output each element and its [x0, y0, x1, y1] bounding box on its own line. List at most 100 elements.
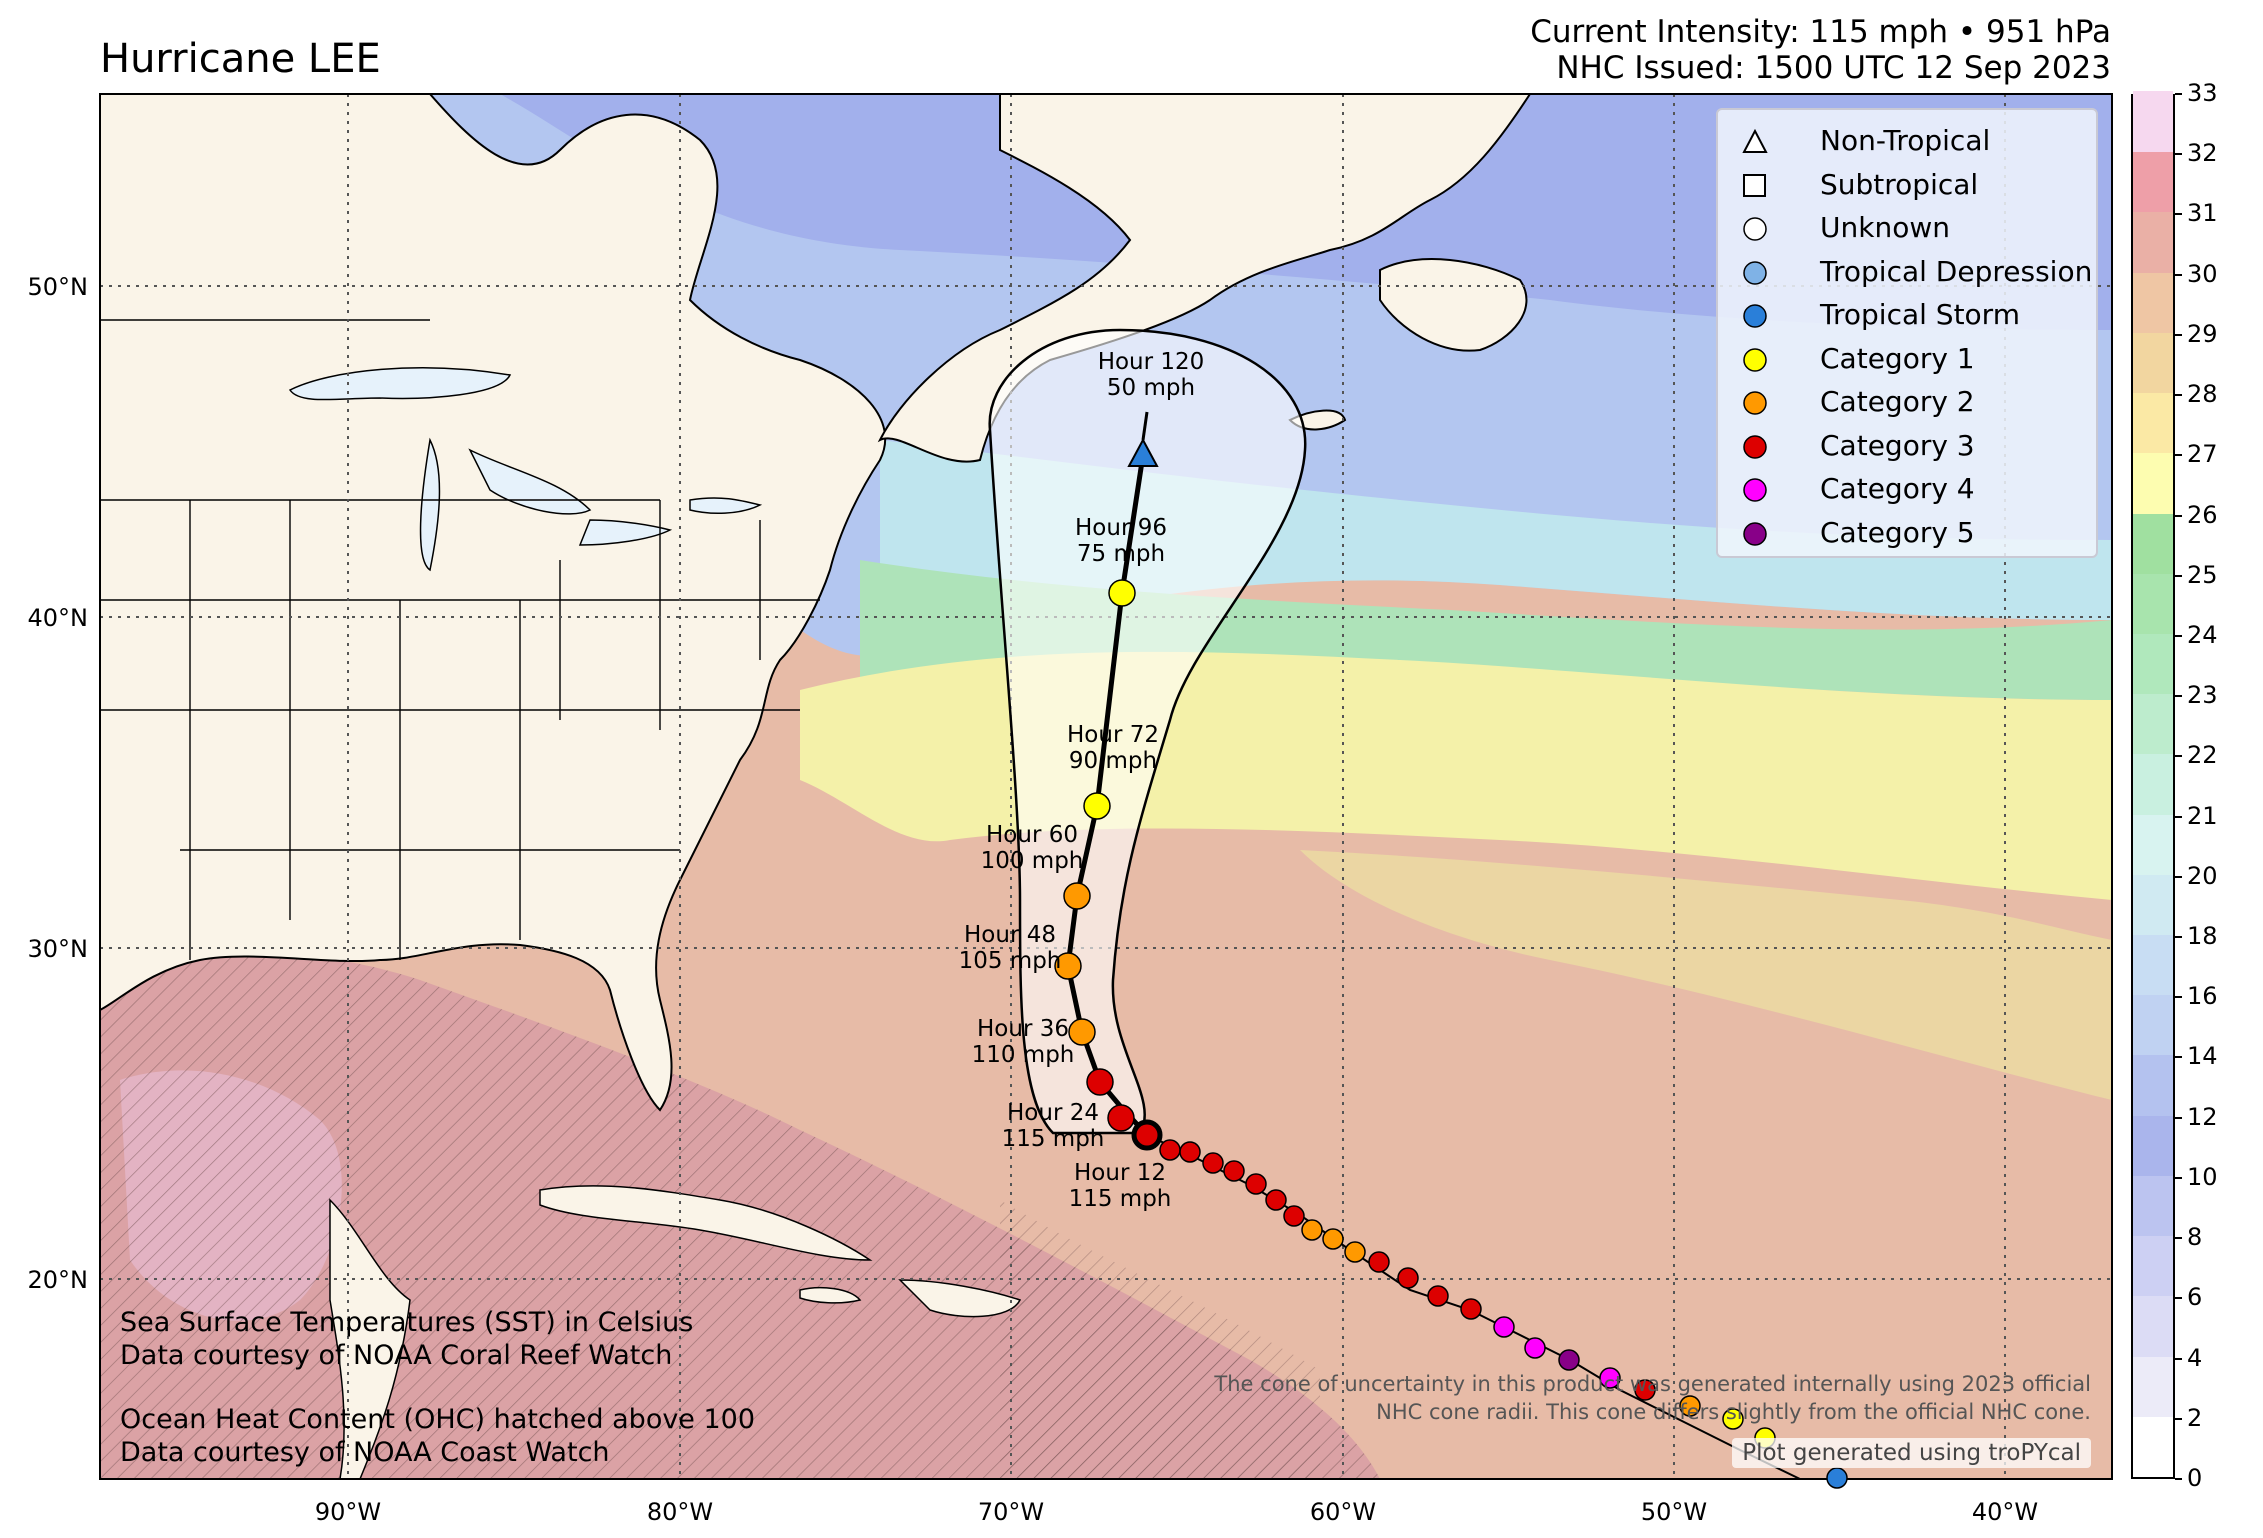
legend-label: Tropical Storm — [1820, 298, 2020, 331]
track-point — [1108, 579, 1136, 607]
legend-item: Category 2 — [1718, 383, 2096, 423]
legend-item: Tropical Storm — [1718, 296, 2096, 336]
colorbar-tick-label: 26 — [2187, 500, 2218, 529]
nhc-issued: NHC Issued: 1500 UTC 12 Sep 2023 — [1556, 50, 2111, 86]
legend-item: Category 4 — [1718, 470, 2096, 510]
credit: Plot generated using troPYcal — [1732, 1438, 2091, 1468]
colorbar-tick-label: 20 — [2187, 861, 2218, 890]
track-point — [1265, 1189, 1287, 1211]
ohc-line-1: Ocean Heat Content (OHC) hatched above 1… — [120, 1404, 756, 1435]
ohc-line-2: Data courtesy of NOAA Coast Watch — [120, 1437, 610, 1468]
forecast-hour: Hour 48 — [964, 922, 1056, 948]
lon-label: 50°W — [1641, 1498, 1707, 1526]
colorbar-tick-mark — [2175, 574, 2182, 577]
forecast-wind: 75 mph — [1077, 541, 1165, 567]
colorbar-segment — [2133, 693, 2173, 755]
axis-labels: 90°W 80°W 70°W 60°W 50°W 40°W 50°N 40°N 30°N 20°N — [28, 273, 2039, 1526]
track-point — [1368, 1251, 1390, 1273]
legend-item: Unknown — [1718, 209, 2096, 249]
colorbar-tick-label: 10 — [2187, 1162, 2218, 1191]
colorbar-tick-mark — [2175, 1297, 2182, 1300]
legend-item: Category 3 — [1718, 427, 2096, 467]
track-point — [1722, 1408, 1744, 1430]
track-point — [1599, 1367, 1621, 1389]
legend-label: Subtropical — [1820, 167, 1979, 201]
forecast-hour: Hour 72 — [1067, 722, 1159, 748]
colorbar-segment — [2133, 572, 2173, 634]
map-frame — [99, 93, 2113, 1480]
colorbar-segment — [2133, 331, 2173, 394]
colorbar-tick-label: 24 — [2187, 620, 2218, 649]
lat-label: 30°N — [28, 935, 89, 963]
track-point — [1179, 1141, 1201, 1163]
cone-note: The cone of uncertainty in this product … — [1214, 1370, 2091, 1426]
colorbar-tick-label: 29 — [2187, 319, 2218, 348]
colorbar-tick-label: 25 — [2187, 560, 2218, 589]
track-point — [1054, 952, 1082, 980]
colorbar-segment — [2133, 1295, 2173, 1357]
colorbar-segment — [2133, 934, 2173, 996]
circle-icon — [1743, 217, 1767, 241]
colorbar-tick-label: 6 — [2187, 1283, 2203, 1312]
forecast-wind: 105 mph — [959, 948, 1062, 974]
colorbar-tick-mark — [2175, 1417, 2182, 1420]
colorbar-tick-label: 4 — [2187, 1343, 2203, 1372]
sst-line-1: Sea Surface Temperatures (SST) in Celsiu… — [120, 1307, 694, 1338]
track-point — [1679, 1395, 1701, 1417]
legend-item: Category 1 — [1718, 340, 2096, 380]
ohc-note: Ocean Heat Content (OHC) hatched above 1… — [120, 1403, 755, 1469]
lon-label: 90°W — [315, 1498, 381, 1526]
forecast-hour: Hour 36 — [977, 1016, 1069, 1042]
colorbar-tick-label: 31 — [2187, 199, 2218, 228]
track-point — [1322, 1228, 1344, 1250]
colorbar-tick-label: 22 — [2187, 741, 2218, 770]
colorbar-tick-label: 32 — [2187, 139, 2218, 168]
colorbar-tick-label: 21 — [2187, 801, 2218, 830]
legend-item: Non-Tropical — [1718, 122, 2096, 162]
cone-note-line-2: NHC cone radii. This cone differs slight… — [1376, 1400, 2091, 1424]
forecast-track — [1054, 411, 1848, 1489]
colorbar-tick-label: 30 — [2187, 259, 2218, 288]
legend-item: Subtropical — [1718, 166, 2096, 206]
forecast-hour: Hour 60 — [986, 822, 1078, 848]
track-point — [1086, 1068, 1114, 1096]
colorbar-segment — [2133, 151, 2173, 213]
square-icon — [1743, 173, 1766, 197]
colorbar-tick-mark — [2175, 1237, 2182, 1240]
lat-label: 20°N — [28, 1266, 89, 1294]
track-point — [1397, 1267, 1419, 1289]
colorbar-tick-mark — [2175, 1116, 2182, 1119]
forecast-wind: 50 mph — [1107, 375, 1195, 401]
track-point — [1068, 1018, 1096, 1046]
colorbar-tick-label: 2 — [2187, 1403, 2203, 1432]
colorbar-tick-mark — [2175, 333, 2182, 336]
colorbar-segment — [2133, 1355, 2173, 1417]
triangle-icon — [1742, 129, 1768, 153]
track-point — [1558, 1349, 1580, 1371]
forecast-wind: 90 mph — [1069, 748, 1157, 774]
forecast-hour: Hour 12 — [1074, 1160, 1166, 1186]
circle-icon — [1743, 478, 1767, 502]
colorbar-tick-mark — [2175, 514, 2182, 517]
colorbar-segment — [2133, 512, 2173, 574]
track-point — [1344, 1241, 1366, 1263]
track-point — [1202, 1152, 1224, 1174]
lon-label: 70°W — [978, 1498, 1044, 1526]
colorbar-tick-mark — [2175, 634, 2182, 637]
colorbar-tick-mark — [2175, 273, 2182, 276]
circle-icon — [1743, 434, 1767, 459]
track-point — [1493, 1316, 1515, 1338]
colorbar-tick-label: 33 — [2187, 79, 2218, 107]
track-point — [1083, 792, 1111, 820]
forecast-wind: 110 mph — [972, 1042, 1075, 1068]
colorbar-tick-mark — [2175, 815, 2182, 818]
track-point — [1427, 1285, 1449, 1307]
colorbar-tick-mark — [2175, 875, 2182, 878]
track-point — [1159, 1139, 1181, 1161]
track-point — [1301, 1219, 1323, 1241]
track-point — [1283, 1205, 1305, 1227]
colorbar-segment — [2133, 1174, 2173, 1237]
uncertainty-cone — [988, 328, 1307, 1135]
legend-label: Category 5 — [1820, 515, 1975, 549]
